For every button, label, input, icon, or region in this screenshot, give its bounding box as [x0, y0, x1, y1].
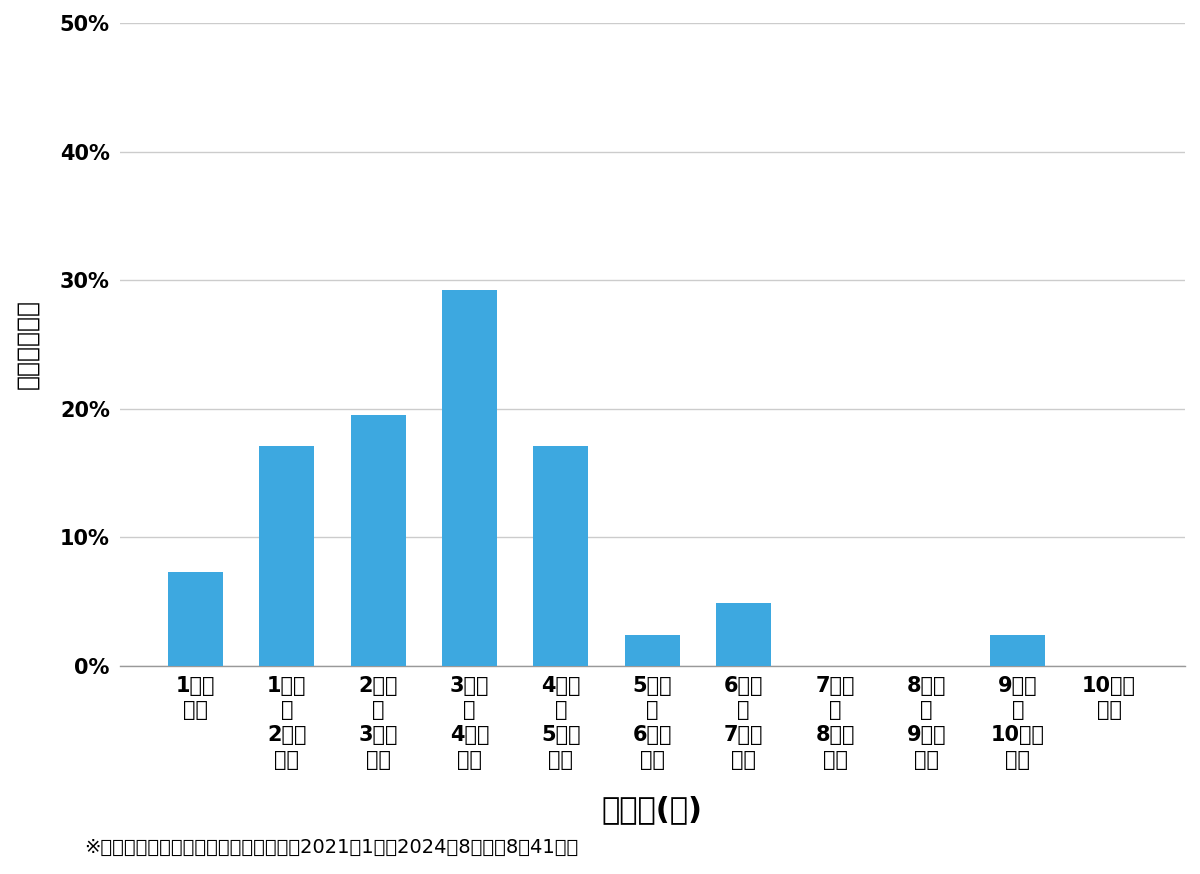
X-axis label: 価格帯(円): 価格帯(円) [601, 795, 703, 824]
Bar [716, 603, 772, 666]
Bar [168, 572, 223, 666]
Text: ※弊社受付の案件を対象に集計（期間：2021年1月～2024年8月、允8件41件）: ※弊社受付の案件を対象に集計（期間：2021年1月～2024年8月、允8件41件… [84, 837, 578, 857]
Bar [259, 447, 314, 666]
Bar [442, 289, 497, 666]
Bar [534, 447, 588, 666]
Y-axis label: 価格帯の割合: 価格帯の割合 [14, 300, 38, 390]
Bar [990, 635, 1045, 666]
Bar [350, 415, 406, 666]
Bar [625, 635, 679, 666]
